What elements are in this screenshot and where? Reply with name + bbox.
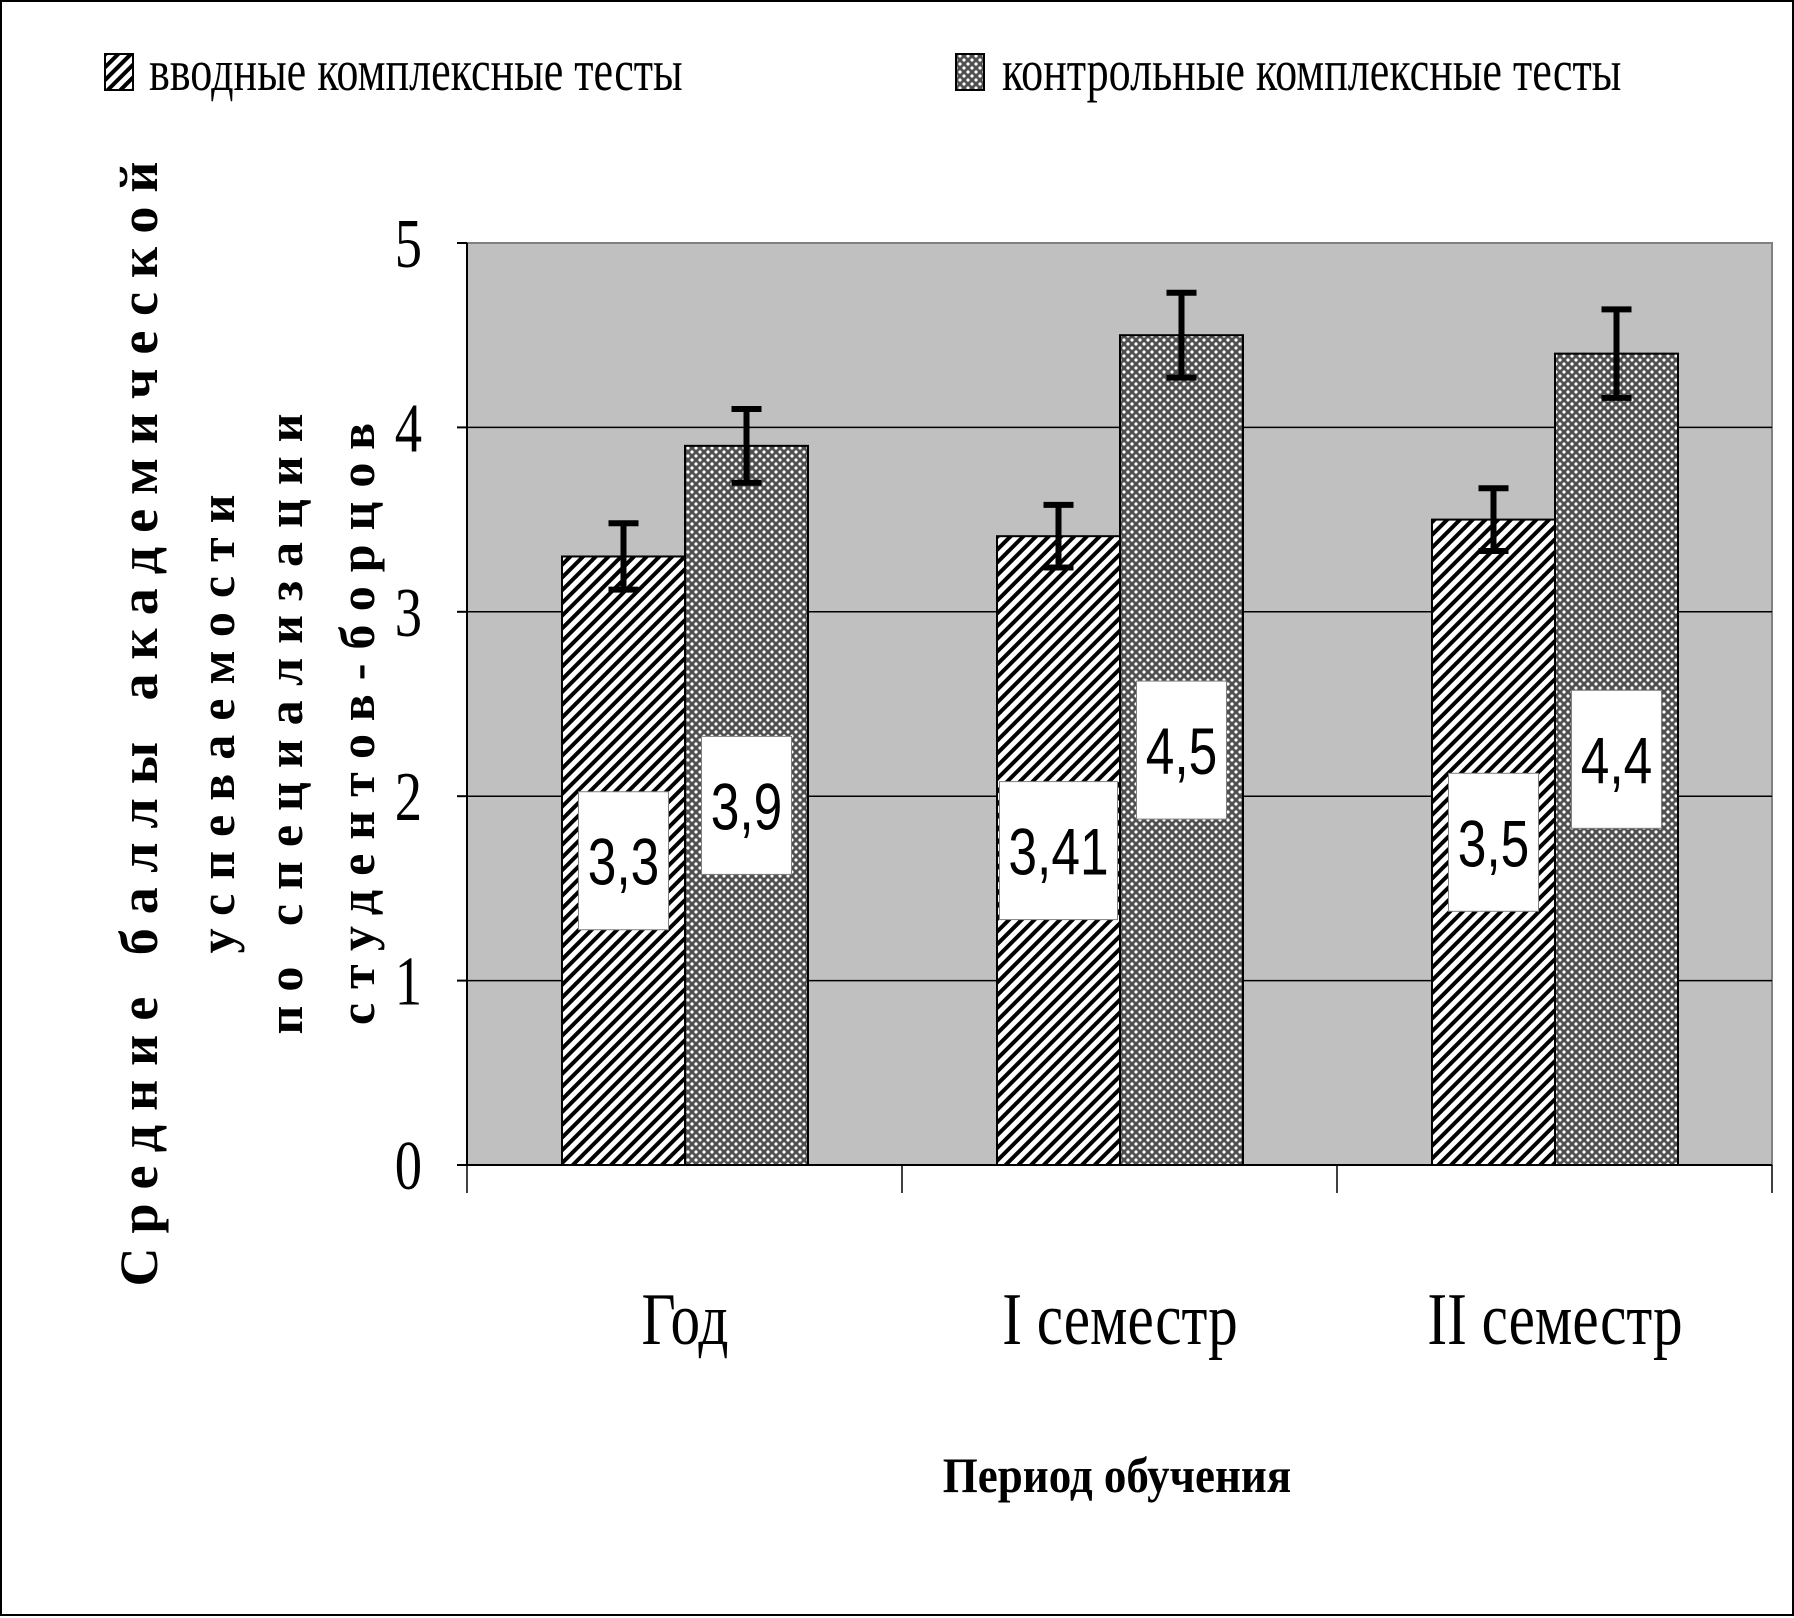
x-tick-label: Год [641,1279,728,1361]
y-tick-label: 2 [395,758,422,836]
y-tick-labels: 0 1 2 3 4 5 [395,205,422,1205]
svg-text:4,5: 4,5 [1146,714,1218,789]
legend-label: вводные комплексные тесты [149,39,683,103]
legend: вводные комплексные тесты контрольные ком… [104,39,1621,104]
legend-swatch [955,53,985,91]
data-label: 3,3 [578,791,669,931]
x-tick-labels: Год I семестр II семестр [641,1279,1682,1361]
error-bars [608,289,1632,593]
y-tick-label: 1 [395,942,422,1020]
data-label: 3,9 [701,735,792,875]
error-bar [1166,289,1197,381]
data-label: 3,5 [1448,772,1539,912]
y-tick-label: 3 [395,573,422,651]
svg-text:4,4: 4,4 [1581,723,1653,798]
error-bar [1478,485,1509,554]
y-axis-title-line: студентов-борцов [329,409,385,1025]
axes [457,242,1773,1193]
error-bar [1043,501,1074,571]
legend-item-intro-tests: вводные комплексные тесты [104,39,683,104]
y-axis-title-line: по специализации [257,400,313,1035]
svg-text:3,9: 3,9 [711,769,783,844]
data-label: 3,41 [999,781,1118,921]
svg-text:3,5: 3,5 [1458,806,1530,881]
data-label: 4,4 [1571,689,1662,829]
x-tick-label: II семестр [1427,1279,1682,1361]
data-labels: 3,3 3,41 3,5 3,9 4,5 4,4 [578,680,1662,931]
y-tick-label: 0 [395,1127,422,1205]
svg-text:3,41: 3,41 [1008,814,1108,889]
data-label: 4,5 [1136,680,1227,820]
x-tick-label: I семестр [1002,1279,1237,1361]
svg-text:3,3: 3,3 [588,825,660,900]
y-axis-title-line: успеваемости [189,481,245,954]
legend-item-control-tests: контрольные комплексные тесты [955,39,1621,104]
legend-label: контрольные комплексные тесты [1002,39,1621,103]
y-axis-title: Средние баллы академической успеваемости п… [109,147,385,1286]
x-axis-title: Период обучения [943,1449,1291,1504]
y-axis-title-line: Средние баллы академической [109,147,169,1286]
legend-swatch [104,53,134,91]
y-tick-label: 5 [395,205,422,283]
error-bar [608,520,639,593]
error-bar [1601,306,1632,401]
y-tick-label: 4 [395,389,422,467]
error-bar [731,405,762,486]
